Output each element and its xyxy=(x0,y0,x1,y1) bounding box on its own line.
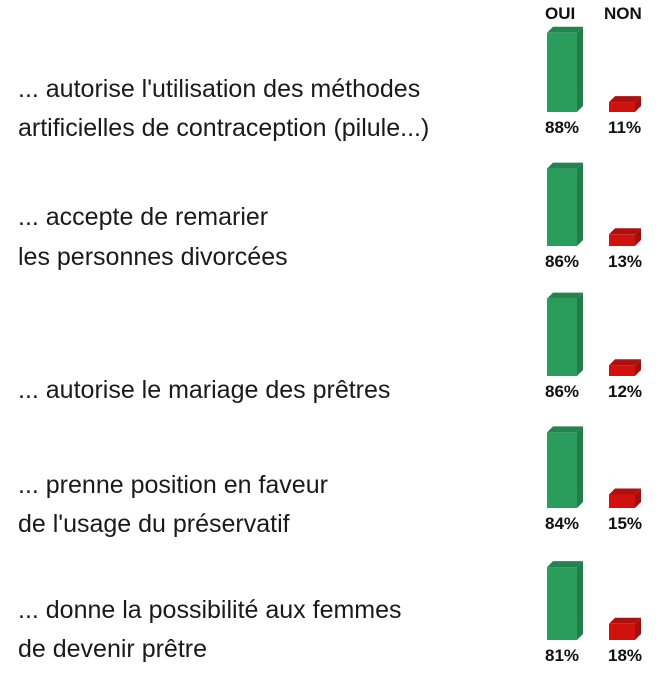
bar-non xyxy=(609,488,641,508)
data-label-oui: 84% xyxy=(545,514,580,533)
category-label: ... autorise le mariage des prêtres xyxy=(18,376,391,404)
data-label-oui: 88% xyxy=(545,118,580,137)
data-label-non: 13% xyxy=(608,252,643,271)
legend-non: NON xyxy=(604,4,642,23)
category-label: de l'usage du préservatif xyxy=(18,510,290,538)
bar-oui xyxy=(547,26,583,112)
data-label-oui: 81% xyxy=(545,646,580,665)
bar-non xyxy=(609,617,641,640)
bar-oui xyxy=(547,426,583,508)
bar-oui xyxy=(547,162,583,246)
data-label-oui: 86% xyxy=(545,382,580,401)
bar-non xyxy=(609,359,641,376)
data-label-non: 18% xyxy=(608,646,643,665)
category-label: ... donne la possibilité aux femmes xyxy=(18,596,402,624)
category-label: artificielles de contraception (pilule..… xyxy=(18,114,430,142)
bar-oui xyxy=(547,561,583,640)
category-label: ... accepte de remarier xyxy=(18,203,269,231)
bar-non xyxy=(609,228,641,246)
legend-oui: OUI xyxy=(545,4,576,23)
category-label: les personnes divorcées xyxy=(18,243,288,271)
category-label: ... autorise l'utilisation des méthodes xyxy=(18,75,421,103)
data-label-non: 12% xyxy=(608,382,643,401)
bar-non xyxy=(609,96,641,112)
bar-oui xyxy=(547,292,583,376)
data-label-non: 11% xyxy=(608,118,642,137)
category-label: ... prenne position en faveur xyxy=(18,471,328,499)
category-label: de devenir prêtre xyxy=(18,635,208,663)
data-label-oui: 86% xyxy=(545,252,580,271)
data-label-non: 15% xyxy=(608,514,643,533)
